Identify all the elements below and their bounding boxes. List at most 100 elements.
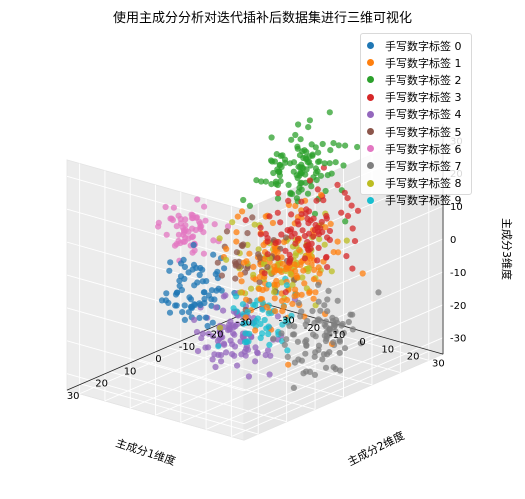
data-point <box>234 362 241 369</box>
data-point <box>188 234 196 241</box>
data-point <box>257 254 264 261</box>
legend: 手写数字标签 0 手写数字标签 1 手写数字标签 2 手写数字标签 3 手写数字标签 4… <box>360 33 472 207</box>
data-point <box>313 176 320 184</box>
data-point <box>275 168 282 175</box>
data-point <box>336 337 343 344</box>
data-point <box>301 255 308 262</box>
data-point <box>312 170 320 177</box>
data-point <box>230 305 237 312</box>
data-point <box>284 353 291 360</box>
data-point <box>311 210 319 217</box>
data-point <box>312 165 319 172</box>
data-point <box>325 287 332 294</box>
x-tick-label: -30 <box>236 317 252 328</box>
data-point <box>335 142 342 149</box>
tick-labels: -30 -20 -10 0 10 20 30 -30 -20 -10 0 10 20 30 -30 -20 -1… <box>67 136 467 402</box>
data-point <box>230 324 237 331</box>
data-point <box>341 189 348 196</box>
data-point <box>189 225 196 232</box>
data-point <box>261 270 268 277</box>
data-point <box>306 230 313 237</box>
data-point <box>330 364 337 371</box>
data-point <box>213 304 220 311</box>
data-point <box>349 265 356 272</box>
legend-marker <box>367 110 374 118</box>
data-point <box>257 334 264 342</box>
data-point <box>253 177 260 184</box>
data-point <box>315 281 322 288</box>
data-point <box>315 298 322 305</box>
data-point <box>324 296 331 303</box>
data-point <box>322 364 330 371</box>
data-point <box>298 211 305 218</box>
data-point <box>243 345 250 352</box>
data-point <box>343 253 350 260</box>
data-point <box>315 244 322 251</box>
data-point <box>312 289 319 296</box>
data-point <box>270 169 277 177</box>
data-point <box>354 143 361 151</box>
legend-marker <box>367 42 374 50</box>
data-point <box>284 227 291 234</box>
data-point <box>310 331 317 338</box>
data-point <box>162 203 169 211</box>
data-point <box>221 265 228 272</box>
data-point <box>191 301 198 309</box>
data-point <box>243 296 250 303</box>
data-point <box>292 202 299 209</box>
grid-line <box>109 371 287 423</box>
data-point <box>202 217 209 224</box>
data-point <box>342 142 349 149</box>
data-point <box>271 263 278 270</box>
z-tick-label: -10 <box>450 268 466 279</box>
grid-lines <box>66 123 444 437</box>
data-point <box>289 190 296 198</box>
data-point <box>197 224 204 231</box>
data-point <box>329 317 336 325</box>
data-point <box>327 220 334 227</box>
data-point <box>326 349 333 356</box>
data-point <box>336 367 344 374</box>
data-point <box>215 285 222 292</box>
data-point <box>268 157 275 164</box>
data-point <box>323 215 330 222</box>
data-point <box>298 357 305 364</box>
data-point <box>256 279 263 286</box>
data-point <box>344 195 351 202</box>
data-point <box>250 263 257 270</box>
data-point <box>321 302 328 309</box>
data-point <box>199 278 206 285</box>
data-point <box>175 231 182 238</box>
data-point <box>288 136 295 143</box>
legend-item: 手写数字标签 1 <box>367 54 471 71</box>
data-point <box>252 302 259 309</box>
data-point <box>298 308 305 315</box>
data-point <box>264 251 271 258</box>
data-point <box>330 323 338 331</box>
data-point <box>305 208 313 215</box>
data-point <box>239 301 246 308</box>
data-point <box>245 338 252 345</box>
data-point <box>298 198 305 205</box>
data-point <box>311 266 318 273</box>
x-tick-label: 0 <box>155 354 161 365</box>
data-point <box>254 315 261 322</box>
data-point <box>233 238 240 245</box>
data-point <box>320 351 328 358</box>
data-point <box>294 338 301 345</box>
data-point <box>223 245 230 252</box>
data-point <box>179 309 186 316</box>
data-point <box>310 215 317 222</box>
data-point <box>218 272 225 279</box>
legend-label: 手写数字标签 5 <box>385 125 462 139</box>
data-point <box>281 341 288 348</box>
data-point <box>303 337 310 344</box>
data-point <box>294 218 301 225</box>
data-point <box>211 351 218 358</box>
z-tick-label: 0 <box>450 235 456 246</box>
data-point <box>223 228 231 235</box>
data-point <box>289 300 296 307</box>
data-point <box>185 269 192 276</box>
data-point <box>200 229 207 236</box>
data-point <box>274 195 282 202</box>
